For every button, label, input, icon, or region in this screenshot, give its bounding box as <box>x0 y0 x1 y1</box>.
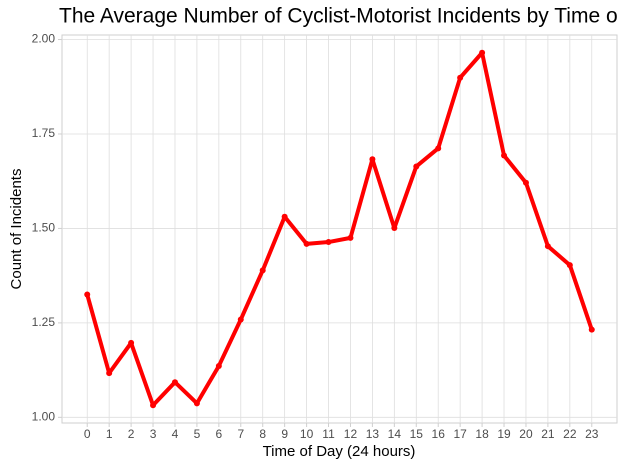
x-tick-label: 11 <box>322 427 335 441</box>
point <box>522 179 529 186</box>
x-axis-title: Time of Day (24 hours) <box>263 443 416 460</box>
panel-border <box>61 34 618 424</box>
x-tick-label: 18 <box>475 427 489 441</box>
point <box>588 326 595 333</box>
point <box>435 145 442 152</box>
x-tick-label: 16 <box>432 427 446 441</box>
x-tick-label: 12 <box>344 427 358 441</box>
x-tick-label: 17 <box>453 427 467 441</box>
x-tick-label: 4 <box>172 427 179 441</box>
point <box>281 213 288 220</box>
x-tick-label: 3 <box>150 427 157 441</box>
x-tick-label: 6 <box>216 427 223 441</box>
point <box>325 239 332 246</box>
point <box>259 267 266 274</box>
point <box>215 362 222 369</box>
point <box>193 400 200 407</box>
x-tick-label: 8 <box>259 427 266 441</box>
point <box>303 240 310 247</box>
point <box>84 291 91 298</box>
x-tick-label: 0 <box>84 427 91 441</box>
x-tick-label: 21 <box>541 427 555 441</box>
y-tick-label: 1.50 <box>32 221 56 235</box>
point <box>369 156 376 163</box>
x-tick-label: 19 <box>497 427 511 441</box>
x-tick-label: 2 <box>128 427 135 441</box>
point <box>566 262 573 269</box>
y-tick-label: 1.75 <box>32 126 56 140</box>
x-tick-label: 23 <box>585 427 599 441</box>
point <box>150 402 157 409</box>
y-tick-label: 1.25 <box>32 315 56 329</box>
point <box>479 49 486 56</box>
point <box>457 74 464 81</box>
point <box>501 152 508 159</box>
line <box>85 50 594 408</box>
x-tick-label: 10 <box>300 427 314 441</box>
point <box>171 379 178 386</box>
x-tick-label: 22 <box>563 427 577 441</box>
point <box>347 234 354 241</box>
point <box>413 163 420 170</box>
x-tick-label: 20 <box>519 427 533 441</box>
point <box>391 225 398 232</box>
point <box>106 370 113 377</box>
x-tick-label: 1 <box>106 427 113 441</box>
point <box>544 243 551 250</box>
y-axis-title: Count of Incidents <box>8 169 25 290</box>
x-tick-label: 5 <box>194 427 201 441</box>
y-tick-label: 2.00 <box>32 32 56 46</box>
x-tick-label: 13 <box>366 427 380 441</box>
x-tick-label: 14 <box>388 427 402 441</box>
y-tick-label: 1.00 <box>32 410 56 424</box>
chart-title: The Average Number of Cyclist-Motorist I… <box>59 5 618 28</box>
x-tick-label: 9 <box>281 427 288 441</box>
x-tick-label: 15 <box>410 427 424 441</box>
point <box>128 339 135 346</box>
x-tick-label: 7 <box>237 427 244 441</box>
point <box>237 316 244 323</box>
